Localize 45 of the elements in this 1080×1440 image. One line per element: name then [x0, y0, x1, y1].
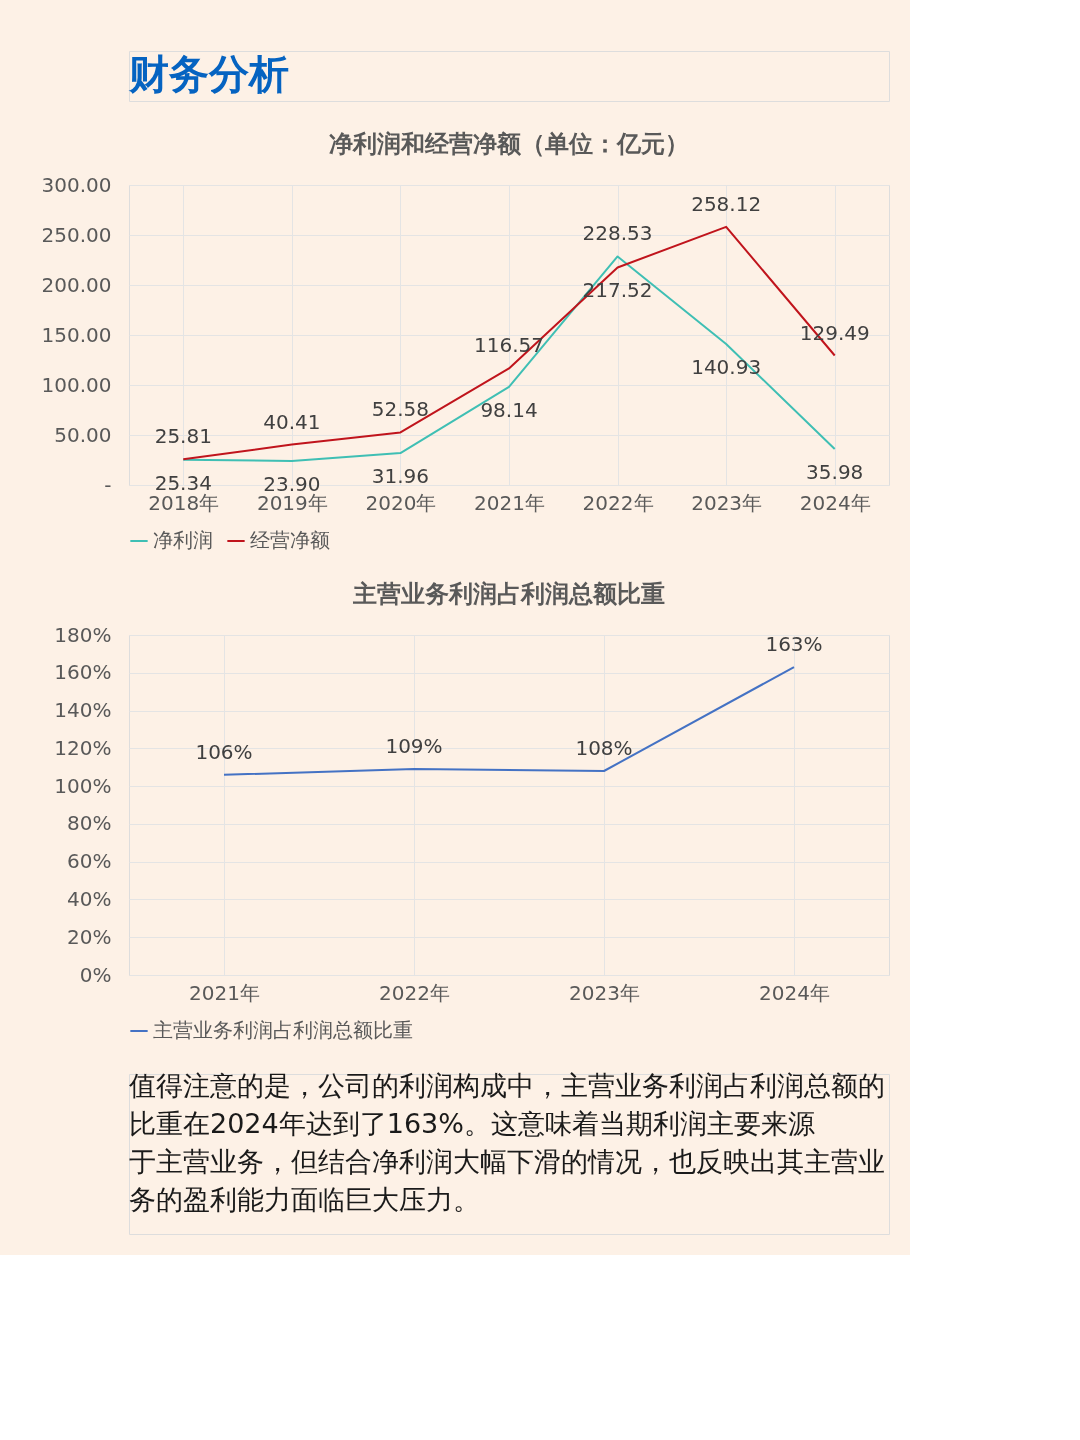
- data-label: 40.41: [263, 409, 321, 434]
- y-tick-label: 150.00: [41, 322, 112, 347]
- text: 财务分析: [128, 51, 289, 97]
- x-tick-label: 2020年: [365, 490, 437, 515]
- data-label: 108%: [575, 736, 633, 760]
- x-tick-label: 2024年: [799, 490, 871, 515]
- x-tick-label: 2023年: [569, 980, 640, 1005]
- legend-label: 主营业务利润占利润总额比重: [153, 1018, 413, 1042]
- data-label: 163%: [765, 632, 823, 657]
- y-tick-label: 200.00: [41, 272, 112, 297]
- y-tick-label: 160%: [54, 660, 112, 685]
- y-tick-label: 80%: [67, 811, 112, 836]
- chart-title: 主营业务利润占利润总额比重: [352, 580, 665, 608]
- y-tick-label: 250.00: [41, 222, 112, 247]
- x-tick-label: 2022年: [582, 490, 654, 515]
- data-label: 52.58: [371, 397, 430, 422]
- data-label: 98.14: [480, 397, 538, 422]
- y-tick-label: 140%: [54, 698, 112, 723]
- y-tick-label: 60%: [67, 849, 112, 874]
- x-tick-label: 2021年: [474, 490, 545, 515]
- chart-title: 净利润和经营净额（单位：亿元）: [329, 130, 689, 158]
- data-label: 106%: [195, 739, 253, 764]
- y-tick-label: 120%: [54, 735, 112, 760]
- y-tick-label: 180%: [54, 622, 112, 647]
- data-label: 25.81: [154, 424, 212, 449]
- legend-label: 净利润: [153, 528, 213, 552]
- data-label: 228.53: [582, 221, 653, 246]
- y-tick-label: 40%: [67, 886, 112, 911]
- data-label: 31.96: [371, 464, 430, 489]
- y-tick-label: 100.00: [41, 372, 112, 397]
- x-tick-label: 2021年: [189, 980, 260, 1005]
- x-tick-label: 2023年: [691, 490, 763, 515]
- data-label: 109%: [385, 734, 443, 759]
- x-tick-label: 2022年: [379, 980, 450, 1005]
- data-label: 35.98: [806, 460, 864, 485]
- y-tick-label: 100%: [54, 773, 112, 798]
- y-tick-label: 50.00: [54, 422, 112, 447]
- y-tick-label: 300.00: [41, 172, 112, 197]
- text: 值得注意的是，公司的利润构成中，主营业务利润占利润总额的比重在2024年达到了163%。这意味着当期利润主要来源于主营业务，但结合净利润大幅下滑的情况，也反映出其主营业务的盈利能力面临巨大压力。: [129, 1070, 885, 1215]
- data-label: 258.12: [691, 191, 762, 216]
- y-tick-label: 0%: [79, 962, 112, 987]
- y-tick-label: -: [104, 472, 112, 497]
- legend-label: 经营净额: [250, 528, 330, 552]
- x-tick-label: 2024年: [759, 980, 830, 1005]
- y-tick-label: 20%: [67, 924, 112, 949]
